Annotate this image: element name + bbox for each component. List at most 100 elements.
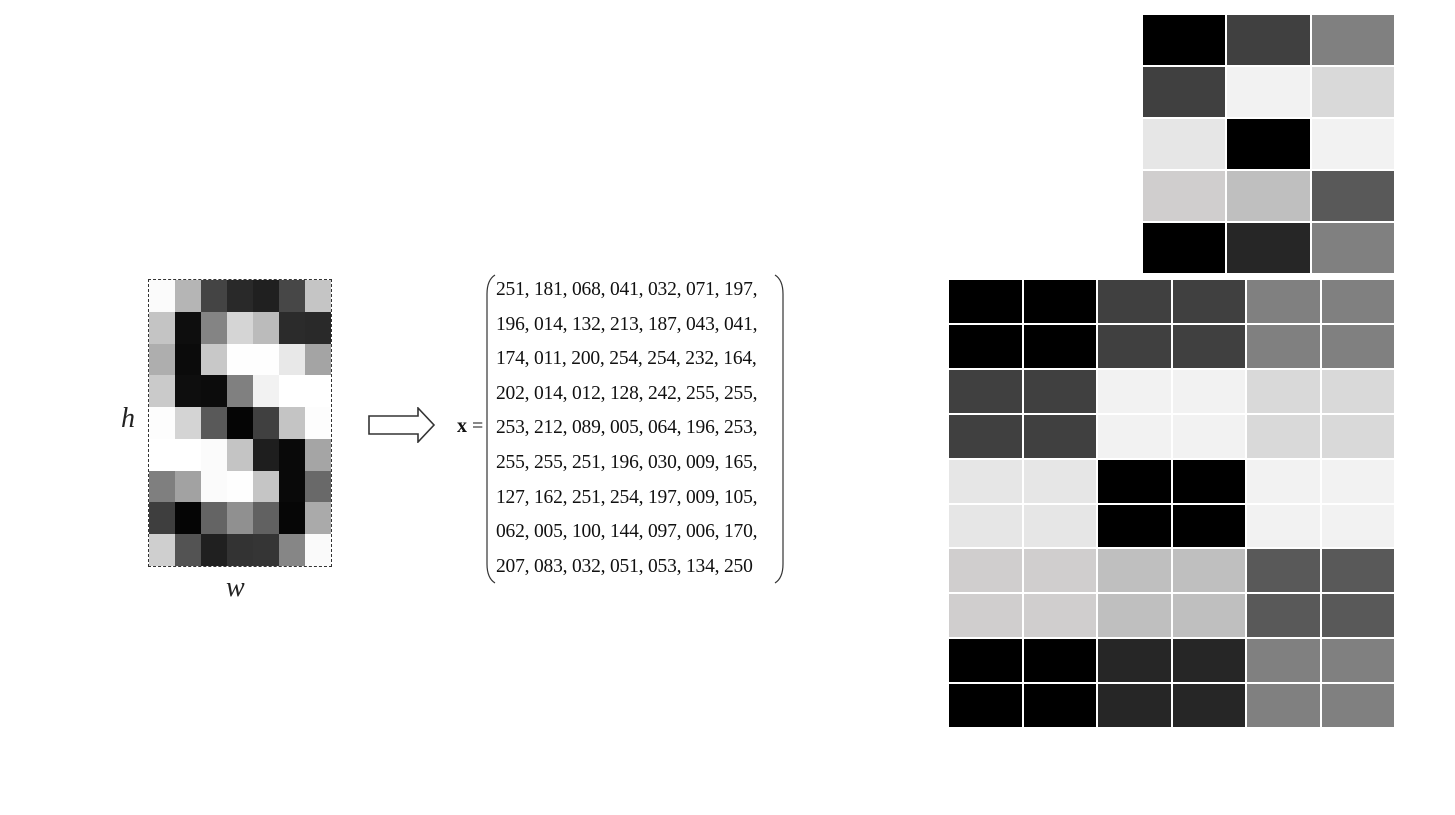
digit-pixel [201, 343, 227, 376]
digit-pixel [305, 280, 331, 312]
vector-row: 255, 255, 251, 196, 030, 009, 165, [496, 451, 758, 473]
digit-pixel [149, 534, 175, 566]
digit-pixel [253, 311, 279, 344]
upscaled-grid-cell [1023, 504, 1096, 548]
digit-pixel [305, 534, 331, 566]
grid-cell [1311, 171, 1394, 221]
digit-pixel [253, 502, 279, 535]
upscaled-grid-cell [1172, 684, 1245, 727]
digit-pixel [149, 438, 175, 471]
digit-pixel [227, 311, 253, 344]
digit-pixel [305, 407, 331, 439]
upscaled-grid-cell [1172, 549, 1245, 593]
upscaled-grid-cell [1023, 594, 1096, 638]
equals-sign: = [472, 415, 484, 437]
left-paren [486, 274, 496, 584]
upscaled-grid-cell [1023, 280, 1096, 323]
upscaled-grid-cell [949, 639, 1022, 683]
grid-cell [1143, 223, 1226, 273]
upscaled-grid-cell [949, 369, 1022, 413]
digit-pixel [253, 280, 279, 312]
upscaled-grid-cell [1247, 594, 1320, 638]
upscaled-grid-cell [1023, 639, 1096, 683]
upscaled-grid-cell [1023, 369, 1096, 413]
digit-pixel [227, 407, 253, 439]
digit-pixel [227, 438, 253, 471]
digit-pixel [227, 343, 253, 376]
grid-cell [1311, 119, 1394, 169]
grid-cell [1227, 15, 1310, 65]
upscaled-grid-cell [1321, 324, 1394, 368]
right-paren [774, 274, 784, 584]
vector-row: 251, 181, 068, 041, 032, 071, 197, [496, 279, 758, 300]
grid-cell [1227, 171, 1310, 221]
upscaled-grid-cell [1023, 459, 1096, 503]
upscaled-grid-cell [1247, 324, 1320, 368]
upscaled-grid-cell [1172, 594, 1245, 638]
grid-cell [1143, 15, 1226, 65]
vector-row: 202, 014, 012, 128, 242, 255, 255, [496, 382, 758, 404]
digit-pixel [279, 407, 305, 439]
upscaled-grid-cell [1321, 684, 1394, 727]
upscaled-grid-cell [1098, 459, 1171, 503]
digit-pixel [279, 470, 305, 503]
digit-pixel [305, 311, 331, 344]
digit-pixel [279, 343, 305, 376]
digit-pixel [175, 534, 201, 566]
upscaled-grid-cell [949, 414, 1022, 458]
digit-pixel [201, 311, 227, 344]
digit-pixel [201, 438, 227, 471]
grid-cell [1227, 223, 1310, 273]
upscaled-grid-cell [1247, 280, 1320, 323]
upscaled-grid-cell [1098, 639, 1171, 683]
digit-pixel [227, 502, 253, 535]
upscaled-grid-cell [1321, 414, 1394, 458]
digit-pixel [279, 534, 305, 566]
upscaled-grid-cell [1023, 684, 1096, 727]
grid-cell [1311, 15, 1394, 65]
digit-pixel [279, 280, 305, 312]
vector-row: 196, 014, 132, 213, 187, 043, 041, [496, 313, 758, 335]
digit-pixel [201, 280, 227, 312]
digit-pixel [279, 502, 305, 535]
upscaled-grid-cell [1247, 414, 1320, 458]
vector-symbol: x = [457, 415, 483, 438]
upscaled-grid-cell [1172, 459, 1245, 503]
grid-cell [1227, 67, 1310, 117]
upscaled-grid-cell [1321, 459, 1394, 503]
width-label: w [226, 572, 245, 603]
digit-pixel [175, 343, 201, 376]
digit-pixel [149, 343, 175, 376]
upscaled-grid-cell [1247, 549, 1320, 593]
digit-pixel [175, 280, 201, 312]
upscaled-grid-cell [1172, 280, 1245, 323]
grid-cell [1227, 119, 1310, 169]
digit-pixel [253, 343, 279, 376]
digit-pixel [253, 438, 279, 471]
vector-row: 174, 011, 200, 254, 254, 232, 164, [496, 348, 757, 370]
upscaled-grid-cell [1247, 504, 1320, 548]
upscaled-grid-cell [1321, 280, 1394, 323]
vector-values: 251, 181, 068, 041, 032, 071, 197, 196, 0… [496, 276, 758, 587]
right-arrow-icon [368, 407, 436, 443]
upscaled-grid-cell [1321, 549, 1394, 593]
x-symbol: x [457, 415, 467, 437]
grid-cell [1143, 119, 1226, 169]
upscaled-grid-cell [1023, 414, 1096, 458]
vector-row: 207, 083, 032, 051, 053, 134, 250 [496, 555, 753, 577]
digit-pixel [149, 470, 175, 503]
upscaled-grid-cell [1172, 369, 1245, 413]
upscaled-grid-cell [1098, 280, 1171, 323]
grid-cell [1311, 223, 1394, 273]
grid-cell [1143, 67, 1226, 117]
digit-pixel [201, 502, 227, 535]
digit-pixel [201, 407, 227, 439]
grid-cell [1143, 171, 1226, 221]
upscaled-grid-cell [949, 684, 1022, 727]
upscaled-grid-cell [1172, 414, 1245, 458]
upscaled-grid-cell [949, 459, 1022, 503]
digit-pixel [175, 407, 201, 439]
height-label: h [121, 403, 135, 434]
digit-pixel [227, 280, 253, 312]
upscaled-grid-cell [1247, 459, 1320, 503]
